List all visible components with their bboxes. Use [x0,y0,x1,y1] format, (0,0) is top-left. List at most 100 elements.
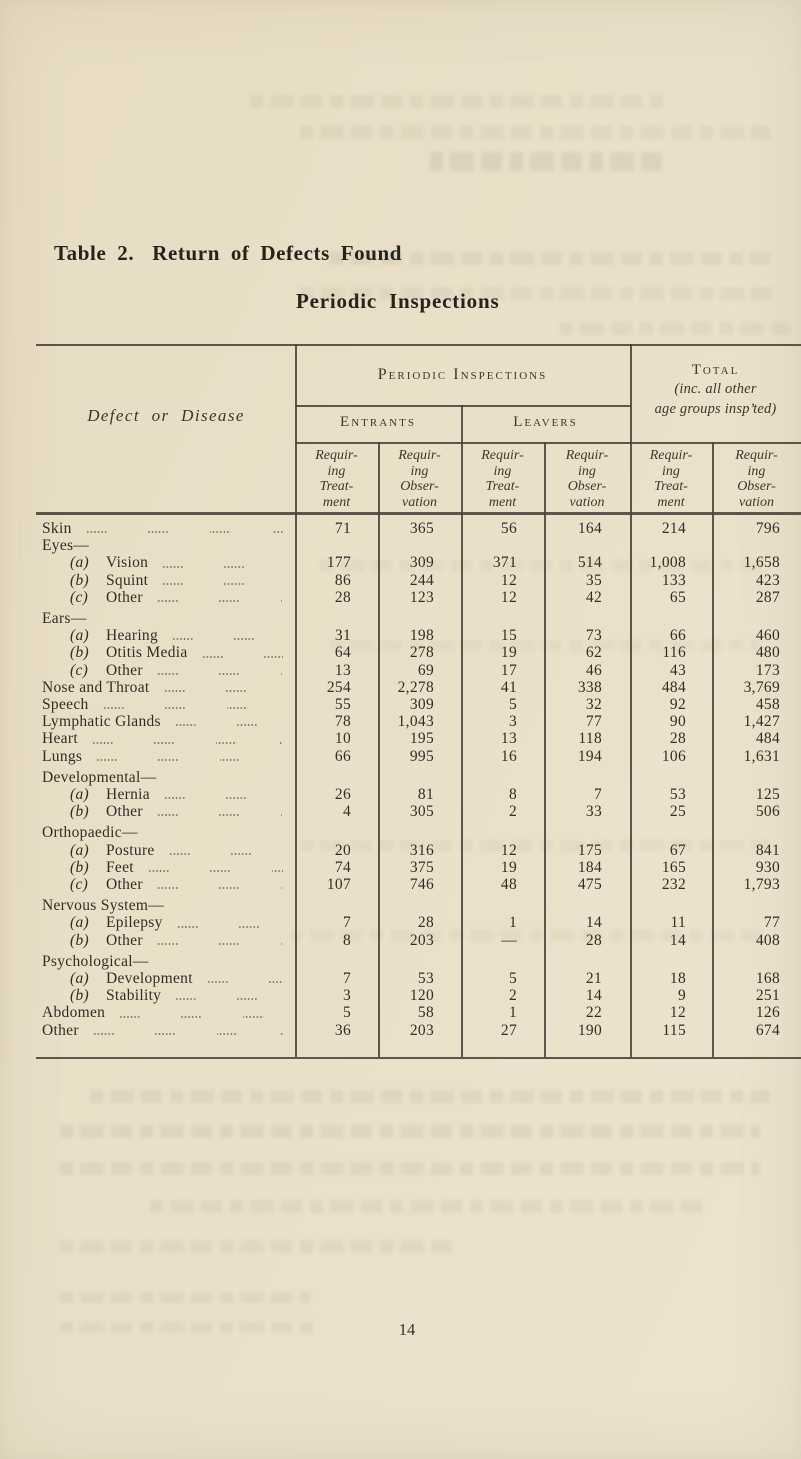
row-label: Otitis Media [106,644,188,662]
leavers-treatment-value: 13 [500,730,517,748]
leavers-observation-value: 164 [577,520,602,537]
total-treatment-value: 25 [669,803,686,821]
entrants-observation-value [378,769,461,786]
table-row: (b) Feet 74 375 19 184 165 930 [36,859,801,876]
defect-label-cell: (b) Stability [36,987,295,1004]
entrants-observation-value: 198 [409,627,434,645]
total-observation-value: 1,427 [743,713,780,731]
row-prefix: (a) [70,914,89,932]
total-treatment-value [630,537,712,554]
row-label: Stability [106,987,162,1005]
row-prefix: (c) [70,661,89,679]
defect-label-cell: Eyes— [36,537,295,554]
leavers-observation-value: 475 [577,876,602,894]
entrants-treatment-value: 26 [334,786,351,804]
entrants-observation-value: 203 [409,1021,434,1039]
total-treatment-value: 90 [669,713,686,731]
table-row: (b) Otitis Media 64 278 19 62 116 480 [36,644,801,661]
table-heading: Table 2. Return of Defects Found [54,241,402,266]
dotted-leader [96,757,283,762]
dotted-leader [162,564,283,569]
table-row: Orthopaedic— [36,824,801,841]
dotted-leader [176,924,283,929]
corner-header: Defect or Disease [87,406,245,425]
leavers-observation-value: 14 [585,914,602,932]
entrants-treatment-value: 64 [334,644,351,662]
entrants-observation-value [378,897,461,914]
leavers-observation-value [544,610,630,627]
leavers-treatment-value: 3 [508,713,517,731]
entrants-treatment-value [295,537,378,554]
row-label: Epilepsy [106,914,163,932]
row-prefix: (a) [70,970,89,988]
leavers-observation-value: 28 [585,931,602,949]
entrants-treatment-value: 7 [342,970,351,988]
entrants-observation-value [378,537,461,554]
table-row: (a) Hearing 31 198 15 73 66 460 [36,627,801,644]
total-observation-value: 460 [755,627,780,645]
leavers-treatment-value: 8 [508,786,517,804]
row-label: Heart [42,730,78,748]
defect-label-cell: (b) Other [36,803,295,820]
entrants-treatment-value: 36 [334,1021,351,1039]
entrants-observation-value: 53 [417,970,434,988]
row-label: Posture [106,841,155,859]
row-prefix: (b) [70,571,89,589]
entrants-observation-value: 375 [409,858,434,876]
total-treatment-value: 232 [661,876,686,894]
leavers-observation-value [544,769,630,786]
table-row: Developmental— [36,769,801,786]
entrants-treatment-value: 28 [334,588,351,606]
entrants-treatment-value: 3 [342,987,351,1005]
total-observation-value: 126 [755,1004,780,1022]
leavers-treatment-value: 17 [500,661,517,679]
leavers-observation-value [544,953,630,970]
dotted-leader [174,723,283,728]
table-title: Return of Defects Found [152,241,403,265]
table-row: Abdomen 5 58 1 22 12 126 [36,1004,801,1021]
defect-label-cell: Lungs [36,748,295,765]
table-row: Skin 71 365 56 164 214 796 [36,520,801,537]
entrants-observation-value: 28 [417,914,434,932]
row-label: Hearing [106,627,159,645]
leavers-treatment-subheader: Requir- ing Treat- ment [481,448,524,510]
defect-label-cell: (a) Vision [36,554,295,571]
row-label: Skin [42,520,72,537]
entrants-observation-value [378,610,461,627]
defect-label-cell: Ears— [36,610,295,627]
defect-label-cell: Psychological— [36,953,295,970]
total-observation-value: 480 [755,644,780,662]
entrants-observation-subheader: Requir- ing Obser- vation [398,448,441,510]
leavers-treatment-value: 2 [508,803,517,821]
total-treatment-value: 214 [661,520,686,537]
entrants-leavers-divider-rule [461,405,463,1057]
leavers-observation-value: 46 [585,661,602,679]
dotted-leader [163,796,283,801]
total-observation-value [712,953,801,970]
header-bottom-rule [36,512,801,515]
defect-label-cell: Heart [36,730,295,747]
total-treatment-value: 115 [662,1021,686,1039]
defect-label-cell: (a) Development [36,970,295,987]
table-row: (b) Other 8 203 — 28 14 408 [36,932,801,949]
row-prefix: (b) [70,931,89,949]
dotted-leader [175,997,283,1002]
dotted-leader [172,637,283,642]
row-label: Other [106,588,143,606]
dotted-leader [85,530,283,535]
row-label: Speech [42,696,89,714]
entrants-observation-value [378,824,461,841]
row-label: Psychological— [42,952,149,970]
table-row: Lungs 66 995 16 194 106 1,631 [36,748,801,765]
leavers-treatment-value: 41 [500,678,517,696]
total-treatment-value: 165 [661,858,686,876]
row-label: Orthopaedic— [42,824,138,842]
defect-label-cell: Other [36,1022,295,1039]
table-row: Ears— [36,610,801,627]
defect-label-cell: (b) Squint [36,572,295,589]
total-header: Total (inc. all other age groups insp’te… [630,362,801,419]
leavers-observation-value: 62 [585,644,602,662]
total-observation-value [712,769,801,786]
leavers-observation-value [544,824,630,841]
